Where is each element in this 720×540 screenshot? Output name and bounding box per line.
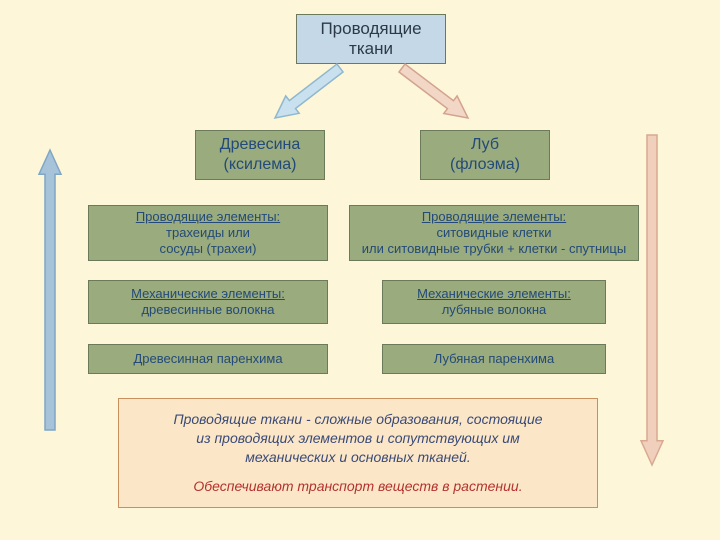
xylem-conducting-body: трахеиды илисосуды (трахеи) [160,225,257,258]
phloem-parenchyma-text: Лубяная паренхима [434,351,554,367]
arrow-title-to-xylem [259,52,356,134]
xylem-header: Древесина(ксилема) [195,130,325,180]
phloem-mechanical: Механические элементы: лубяные волокна [382,280,606,324]
arrow-phloem-down [638,132,666,468]
phloem-header-text: Луб(флоэма) [450,135,520,175]
phloem-parenchyma: Лубяная паренхима [382,344,606,374]
xylem-header-text: Древесина(ксилема) [220,135,301,175]
xylem-mechanical: Механические элементы: древесинные волок… [88,280,328,324]
xylem-conducting-title: Проводящие элементы: [136,209,280,225]
phloem-conducting: Проводящие элементы: ситовидные клеткиил… [349,205,639,261]
arrow-xylem-up [36,147,64,433]
definition-line4: Обеспечивают транспорт веществ в растени… [193,477,522,496]
phloem-header: Луб(флоэма) [420,130,550,180]
definition-line2: из проводящих элементов и сопутствующих … [196,429,519,448]
xylem-mechanical-title: Механические элементы: [131,286,285,302]
xylem-parenchyma: Древесинная паренхима [88,344,328,374]
phloem-mechanical-body: лубяные волокна [442,302,547,318]
xylem-parenchyma-text: Древесинная паренхима [133,351,282,367]
arrow-title-to-phloem [386,52,484,134]
phloem-mechanical-title: Механические элементы: [417,286,571,302]
xylem-mechanical-body: древесинные волокна [141,302,274,318]
phloem-conducting-body: ситовидные клеткиили ситовидные трубки +… [362,225,626,258]
xylem-conducting: Проводящие элементы: трахеиды илисосуды … [88,205,328,261]
definition-box: Проводящие ткани - сложные образования, … [118,398,598,508]
definition-line3: механических и основных тканей. [245,448,470,467]
phloem-conducting-title: Проводящие элементы: [422,209,566,225]
definition-line1: Проводящие ткани - сложные образования, … [173,410,542,429]
